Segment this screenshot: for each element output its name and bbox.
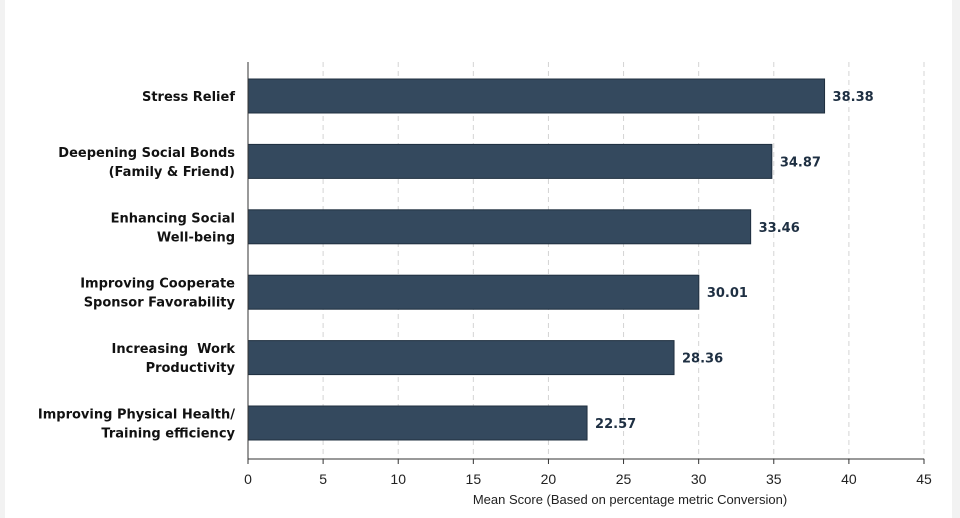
bar bbox=[247, 340, 675, 376]
x-tick-label: 25 bbox=[616, 471, 632, 487]
category-label: Improving Physical Health/ bbox=[38, 408, 235, 423]
category-label: Deepening Social Bonds bbox=[58, 146, 235, 161]
axes bbox=[247, 62, 925, 464]
x-tick-label: 10 bbox=[390, 471, 406, 487]
category-label: Improving Cooperate bbox=[80, 277, 235, 292]
x-tick-label: 45 bbox=[916, 471, 932, 487]
bar bbox=[247, 405, 588, 441]
x-tick-label: 30 bbox=[691, 471, 707, 487]
category-label: (Family & Friend) bbox=[109, 165, 235, 180]
category-label: Training efficiency bbox=[101, 427, 235, 442]
x-tick-label: 15 bbox=[466, 471, 482, 487]
x-axis-title: Mean Score (Based on percentage metric C… bbox=[473, 492, 787, 507]
grid-lines bbox=[322, 62, 925, 459]
bar-value-label: 28.36 bbox=[682, 352, 723, 367]
category-label: Sponsor Favorability bbox=[84, 296, 236, 311]
bar-value-label: 30.01 bbox=[707, 286, 748, 301]
labels: 0 5 10 15 20 25 30 35 40 45 38.38 Stress Relief 34.8… bbox=[38, 90, 932, 487]
x-tick-label: 20 bbox=[541, 471, 557, 487]
bar bbox=[247, 209, 752, 245]
bar-value-label: 22.57 bbox=[595, 417, 636, 432]
x-tick-label: 35 bbox=[766, 471, 782, 487]
bar-value-label: 34.87 bbox=[780, 155, 821, 170]
category-label: Enhancing Social bbox=[111, 211, 235, 226]
category-label: Stress Relief bbox=[142, 90, 235, 105]
bar-value-label: 38.38 bbox=[833, 90, 874, 105]
bar bbox=[247, 78, 826, 114]
category-label: Increasing Work bbox=[112, 342, 236, 357]
bar bbox=[247, 274, 700, 310]
bars bbox=[247, 78, 826, 441]
x-tick-label: 40 bbox=[841, 471, 857, 487]
bar bbox=[247, 143, 773, 179]
x-tick-label: 5 bbox=[319, 471, 327, 487]
bar-value-label: 33.46 bbox=[759, 221, 800, 236]
category-label: Well-being bbox=[157, 230, 235, 245]
category-label: Productivity bbox=[146, 361, 236, 376]
x-tick-label: 0 bbox=[244, 471, 252, 487]
